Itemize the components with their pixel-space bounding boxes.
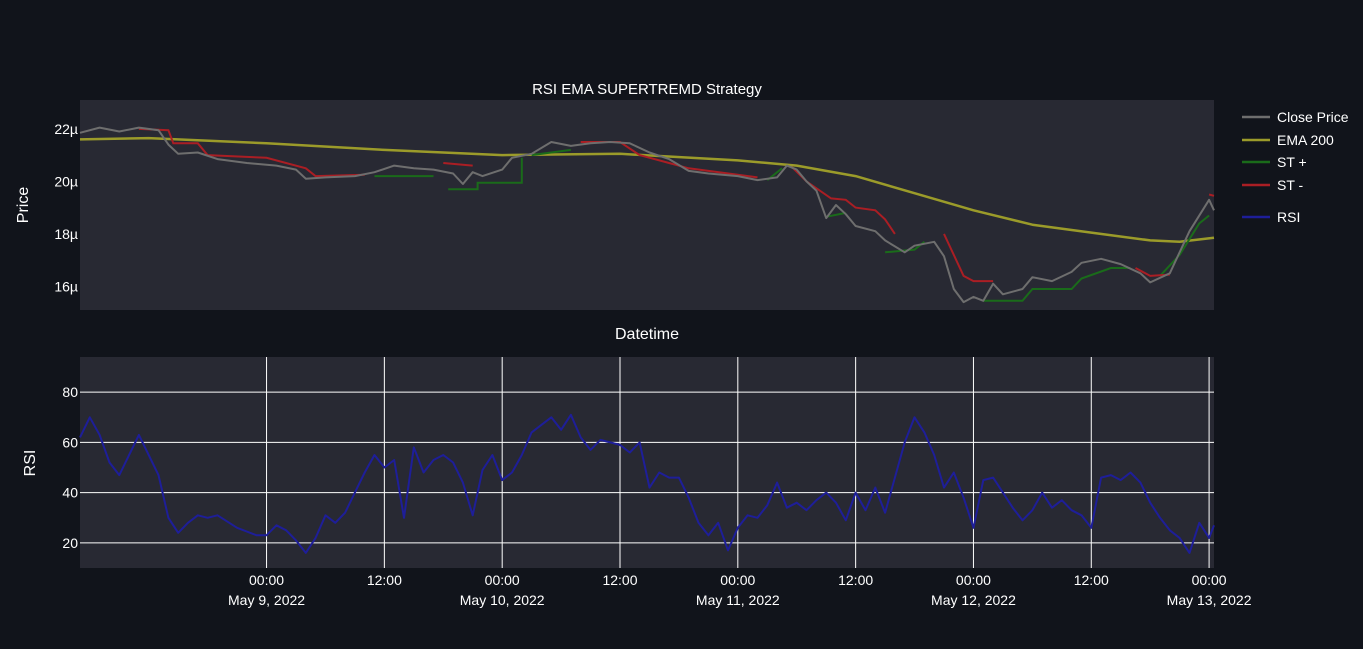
rsi-y-ticks: 20 40 60 80 [62, 384, 78, 551]
legend-label-rsi[interactable]: RSI [1277, 209, 1300, 225]
x-tick-label: 00:00 [956, 572, 991, 588]
chart-title: RSI EMA SUPERTREMD Strategy [532, 81, 762, 98]
price-y-axis-label: Price [15, 187, 32, 224]
rsi-y-tick-label: 20 [62, 535, 78, 551]
series-line-st-plus [983, 267, 1131, 302]
rsi-y-axis-label: RSI [22, 450, 39, 477]
x-tick-date-label: May 11, 2022 [696, 592, 780, 608]
rsi-series-group [79, 413, 1215, 554]
price-y-ticks: 16µ 18µ 20µ 22µ [54, 121, 78, 295]
rsi-y-tick-label: 60 [62, 434, 78, 450]
series-line-st-minus [1135, 267, 1170, 277]
legend-label-close-price[interactable]: Close Price [1277, 109, 1349, 125]
rsi-panel: 20 40 60 80 00:00 May 9, 2022 12:00 00:00 May 1… [22, 357, 1252, 608]
series-line-close-price [79, 126, 1215, 304]
x-tick-label: 12:00 [838, 572, 873, 588]
price-panel: 16µ 18µ 20µ 22µ RSI EMA SUPERTREMD Strategy… [15, 81, 1215, 343]
legend-label-st-plus[interactable]: ST + [1277, 154, 1307, 170]
series-line-st-plus [531, 148, 572, 157]
x-tick-date-label: May 12, 2022 [931, 592, 1016, 608]
price-y-tick-label: 16µ [54, 278, 78, 294]
rsi-y-tick-label: 80 [62, 384, 78, 400]
x-tick-date-label: May 10, 2022 [460, 592, 545, 608]
rsi-x-ticks: 00:00 May 9, 2022 12:00 00:00 May 10, 2022 12… [228, 572, 1252, 608]
series-line-st-plus [448, 157, 523, 191]
x-tick-label: 00:00 [249, 572, 284, 588]
rsi-grid [80, 357, 1214, 568]
x-tick-label: 00:00 [1192, 572, 1227, 588]
rsi-plot-area[interactable] [80, 357, 1214, 568]
legend-label-ema-200[interactable]: EMA 200 [1277, 132, 1334, 148]
series-line-st-minus [1208, 193, 1215, 197]
x-tick-date-label: May 9, 2022 [228, 592, 305, 608]
price-y-tick-label: 18µ [54, 226, 78, 242]
price-series-group [79, 126, 1215, 304]
x-tick-label: 12:00 [1074, 572, 1109, 588]
rsi-y-tick-label: 40 [62, 485, 78, 501]
x-tick-label: 00:00 [720, 572, 755, 588]
series-line-st-plus [1159, 214, 1210, 277]
price-y-tick-label: 20µ [54, 173, 78, 189]
series-line-st-minus [443, 162, 473, 167]
legend: Close Price EMA 200 ST + ST - RSI [1242, 109, 1349, 225]
price-x-axis-label: Datetime [615, 326, 679, 343]
x-tick-label: 12:00 [367, 572, 402, 588]
legend-label-st-minus[interactable]: ST - [1277, 177, 1304, 193]
x-tick-label: 00:00 [485, 572, 520, 588]
x-tick-date-label: May 13, 2022 [1167, 592, 1252, 608]
x-tick-label: 12:00 [602, 572, 637, 588]
series-line-rsi [79, 413, 1215, 554]
series-line-st-plus [826, 211, 846, 218]
price-plot-area[interactable] [80, 100, 1214, 310]
price-y-tick-label: 22µ [54, 121, 78, 137]
series-line-st-minus [943, 233, 994, 283]
series-line-ema-200 [79, 136, 1215, 244]
